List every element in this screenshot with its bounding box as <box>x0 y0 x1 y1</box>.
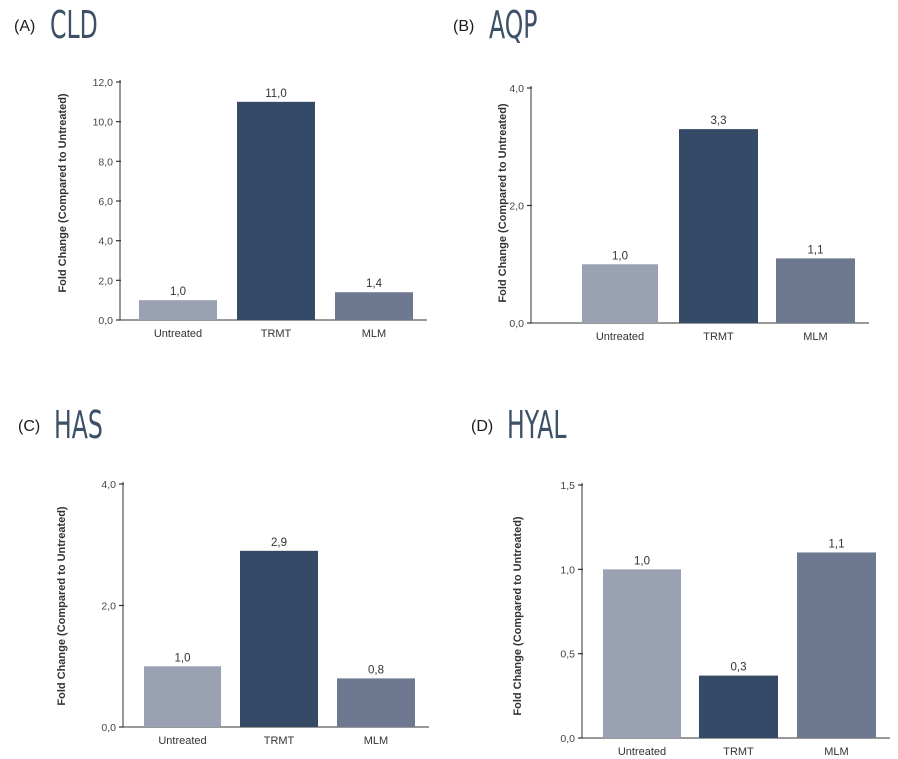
bar-mlm <box>337 678 415 727</box>
bar-trmt <box>237 101 315 320</box>
category-label: MLM <box>824 746 848 758</box>
y-tick-label: 2,0 <box>509 201 524 213</box>
y-tick-label: 4,0 <box>101 479 116 491</box>
data-label: 1,0 <box>170 286 186 298</box>
category-label: TRMT <box>261 328 292 340</box>
bar-trmt <box>240 550 318 727</box>
data-label: 0,8 <box>368 664 384 676</box>
y-tick-label: 8,0 <box>98 156 113 168</box>
bar-trmt <box>699 675 778 738</box>
category-label: TRMT <box>264 735 295 747</box>
category-label: TRMT <box>703 331 734 343</box>
bar-mlm <box>797 552 876 738</box>
chart-panel-c: (C) HAS Fold Change (Compared to Untreat… <box>0 380 449 759</box>
y-tick-label: 0,5 <box>560 649 575 661</box>
chart-svg: 0,0 2,0 4,0 1,0 Untreated 3,3 TRMT 1,1 MLM <box>509 83 869 343</box>
data-label: 2,9 <box>271 537 287 549</box>
bar-untreated <box>603 569 681 738</box>
data-label: 1,0 <box>634 555 650 567</box>
data-label: 1,4 <box>366 278 383 290</box>
y-tick-label: 0,0 <box>101 722 116 734</box>
data-label: 0,3 <box>731 662 747 674</box>
y-tick-label: 2,0 <box>98 275 113 287</box>
chart-svg: 0,0 2,0 4,0 6,0 8,0 10,0 12,0 1,0 Untreated 11,0 T… <box>93 77 427 340</box>
y-tick-label: 0,0 <box>98 315 113 327</box>
bar-mlm <box>776 258 855 323</box>
y-tick-label: 1,0 <box>560 564 575 576</box>
category-label: MLM <box>362 328 386 340</box>
y-tick-label: 6,0 <box>98 196 113 208</box>
bar-untreated <box>582 264 658 323</box>
chart-panel-d: (D) HYAL Fold Change (Compared to Untrea… <box>449 380 898 759</box>
y-tick-label: 4,0 <box>509 83 524 95</box>
panel-letter: (D) <box>471 418 494 435</box>
y-tick-label: 0,0 <box>560 733 575 745</box>
panel-title: CLD <box>50 3 98 47</box>
chart-panel-b: (B) AQP Fold Change (Compared to Untreat… <box>449 0 898 380</box>
data-label: 3,3 <box>711 115 727 127</box>
category-label: Untreated <box>154 328 202 340</box>
panel-letter: (C) <box>18 418 41 435</box>
y-tick-label: 0,0 <box>509 318 524 330</box>
panel-title: AQP <box>489 3 538 47</box>
bar-untreated <box>144 666 221 727</box>
y-tick-label: 12,0 <box>93 77 114 89</box>
bar-untreated <box>139 300 217 320</box>
data-label: 1,1 <box>829 538 845 550</box>
data-label: 1,0 <box>612 250 628 262</box>
y-tick-label: 4,0 <box>98 236 113 248</box>
y-tick-label: 2,0 <box>101 601 116 613</box>
category-label: Untreated <box>618 746 666 758</box>
bar-mlm <box>335 292 413 320</box>
panel-letter: (B) <box>453 18 475 35</box>
y-tick-label: 10,0 <box>93 117 114 129</box>
data-label: 1,1 <box>808 244 824 256</box>
y-tick-label: 1,5 <box>560 480 575 492</box>
chart-svg: 0,0 0,5 1,0 1,5 1,0 Untreated 0,3 TRMT 1,1 MLM <box>560 480 890 758</box>
category-label: Untreated <box>158 735 206 747</box>
panel-title: HAS <box>54 403 103 447</box>
chart-svg: 0,0 2,0 4,0 1,0 Untreated 2,9 TRMT 0,8 MLM <box>101 479 429 747</box>
bar-trmt <box>679 129 758 323</box>
category-label: TRMT <box>723 746 754 758</box>
data-label: 1,0 <box>175 652 191 664</box>
data-label: 11,0 <box>265 88 287 100</box>
panel-letter: (A) <box>14 18 36 35</box>
category-label: MLM <box>803 331 827 343</box>
chart-panel-a: (A) CLD Fold Change (Compared to Untreat… <box>0 0 449 380</box>
category-label: MLM <box>364 735 388 747</box>
category-label: Untreated <box>596 331 644 343</box>
panel-title: HYAL <box>507 403 567 447</box>
